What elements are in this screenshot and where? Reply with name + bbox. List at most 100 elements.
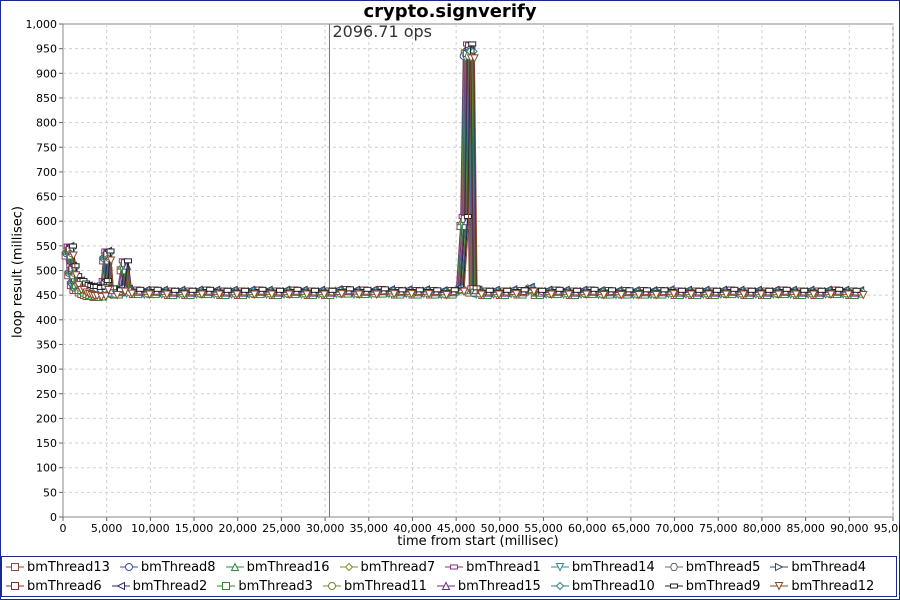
y-tick-label: 150 [36, 437, 57, 450]
x-tick-label: 75,000 [699, 522, 738, 535]
x-tick-label: 60,000 [568, 522, 607, 535]
x-tick-label: 40,000 [393, 522, 432, 535]
legend-label: bmThread13 [27, 559, 110, 575]
data-point-bmThread12 [774, 290, 783, 300]
data-point-bmThread12 [582, 290, 591, 300]
data-point-bmThread9 [328, 287, 337, 293]
legend-item: bmThread12 [770, 577, 874, 596]
x-tick-label: 30,000 [306, 522, 345, 535]
legend-marker-icon [669, 583, 678, 589]
legend-swatch-icon [111, 581, 130, 591]
x-axis-label: time from start (millisec) [397, 534, 559, 549]
x-tick-label: 15,000 [175, 522, 214, 535]
x-tick-label: 5,000 [91, 522, 123, 535]
legend-marker-icon [775, 562, 785, 572]
data-point-bmThread12 [616, 291, 626, 300]
data-point-bmThread9 [188, 287, 197, 293]
data-point-bmThread9 [136, 286, 145, 292]
data-point-bmThread9 [258, 286, 267, 292]
legend-label: bmThread3 [238, 578, 313, 594]
legend-swatch-icon [217, 582, 236, 590]
legend-item: bmThread14 [550, 558, 655, 577]
legend-marker-icon [775, 582, 784, 591]
legend-marker-icon [669, 563, 678, 571]
data-point-bmThread9 [293, 286, 302, 292]
data-point-bmThread12 [529, 287, 539, 297]
legend-item: bmThread6 [6, 577, 102, 596]
legend-swatch-icon [550, 581, 569, 591]
data-point-bmThread12 [372, 290, 381, 300]
y-tick-label: 850 [36, 92, 57, 105]
chart-plot: 0 50 100 150 200 250 300 350 400 450 500 550 600 650 7… [26, 18, 900, 535]
data-point-bmThread9 [415, 287, 424, 293]
legend-label: bmThread15 [457, 578, 541, 594]
data-point-bmThread9 [573, 287, 582, 293]
y-tick-label: 800 [36, 117, 57, 130]
data-point-bmThread9 [206, 286, 215, 292]
data-point-bmThread12 [120, 287, 130, 297]
data-point-bmThread12 [791, 290, 801, 300]
legend-item: bmThread16 [225, 558, 330, 577]
legend-label: bmThread5 [685, 559, 761, 575]
legend-label: bmThread14 [571, 559, 655, 575]
data-point-bmThread9 [433, 287, 442, 293]
y-tick-label: 1,000 [26, 18, 58, 31]
legend-marker-icon [222, 582, 231, 590]
data-point-bmThread9 [276, 287, 285, 293]
legend-item: bmThread15 [436, 577, 541, 596]
legend-label: bmThread12 [791, 578, 875, 594]
data-point-bmThread9 [590, 286, 599, 292]
legend-marker-icon [344, 562, 353, 572]
data-point-bmThread9 [782, 286, 791, 292]
legend-label: bmThread6 [27, 578, 102, 594]
data-point-bmThread12 [470, 54, 479, 63]
data-point-bmThread9 [852, 287, 861, 293]
y-tick-label: 350 [36, 338, 57, 351]
data-point-bmThread12 [512, 290, 521, 299]
x-tick-label: 10,000 [131, 522, 170, 535]
y-tick-label: 500 [36, 265, 57, 278]
legend-item: bmThread2 [111, 577, 207, 596]
data-point-bmThread9 [555, 286, 564, 292]
data-point-bmThread12 [267, 290, 277, 300]
legend-marker-icon [124, 563, 133, 571]
data-point-bmThread12 [669, 290, 679, 299]
legend-swatch-icon [770, 562, 789, 572]
data-point-bmThread9 [171, 287, 180, 293]
data-point-bmThread12 [599, 291, 609, 300]
y-tick-label: 100 [36, 462, 57, 475]
x-tick-label: 20,000 [218, 522, 257, 535]
data-point-bmThread9 [695, 287, 704, 293]
legend-swatch-icon [339, 562, 358, 572]
legend-item: bmThread4 [770, 558, 866, 577]
data-point-bmThread9 [485, 287, 494, 293]
legend-swatch-icon [322, 582, 341, 590]
legend-marker-icon [11, 563, 19, 571]
legend-swatch-icon [436, 581, 455, 590]
data-point-bmThread12 [112, 291, 122, 300]
data-point-bmThread12 [104, 286, 113, 295]
x-tick-label: 70,000 [655, 522, 694, 535]
data-point-bmThread12 [180, 290, 189, 300]
data-point-bmThread9 [660, 287, 669, 293]
legend-item: bmThread7 [339, 558, 436, 577]
data-point-bmThread12 [407, 290, 416, 299]
legend-swatch-icon [445, 564, 464, 570]
data-point-bmThread12 [101, 292, 111, 302]
legend-label: bmThread7 [360, 559, 436, 575]
data-point-bmThread9 [223, 287, 232, 293]
data-point-bmThread12 [634, 291, 644, 300]
legend-item: bmThread13 [6, 558, 110, 577]
data-point-bmThread12 [477, 290, 486, 300]
legend-marker-icon [555, 563, 565, 572]
series-line-bmThread9 [72, 42, 863, 291]
y-tick-label: 750 [36, 141, 57, 154]
data-point-bmThread9 [642, 287, 651, 293]
data-point-bmThread9 [800, 287, 809, 293]
data-point-bmThread9 [398, 287, 407, 293]
y-tick-label: 400 [36, 314, 57, 327]
x-tick-label: 50,000 [481, 522, 520, 535]
legend-item: bmThread5 [664, 558, 761, 577]
legend-swatch-icon [550, 563, 569, 572]
data-point-bmThread12 [704, 290, 713, 300]
